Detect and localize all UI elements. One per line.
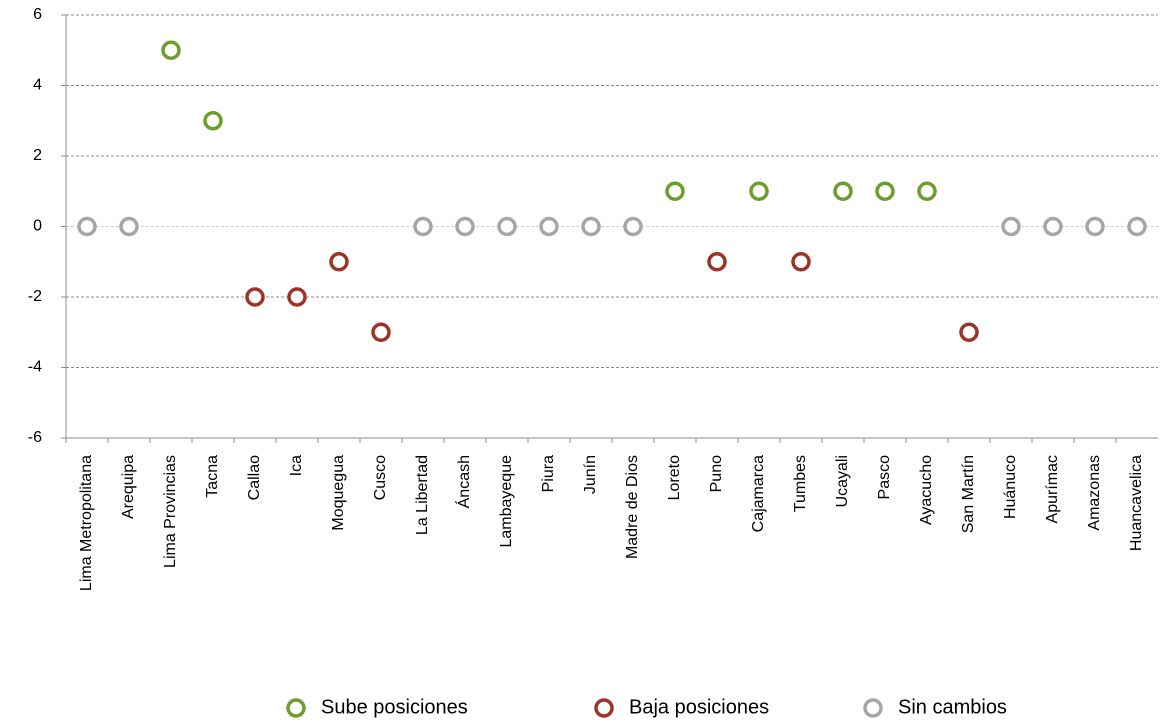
- point: [203, 111, 223, 131]
- point: [623, 216, 643, 237]
- point: [707, 252, 727, 272]
- point: [455, 216, 475, 237]
- x-tick-label: Áncash: [454, 455, 473, 508]
- x-tick-label: Apurímac: [1044, 455, 1061, 523]
- x-tick-label: Piura: [540, 455, 557, 492]
- x-tick-label: Madre de Dios: [624, 455, 641, 559]
- point: [749, 181, 769, 201]
- point: [413, 216, 433, 237]
- point: [875, 181, 895, 201]
- x-tick-label: Callao: [246, 455, 263, 500]
- point: [959, 322, 979, 342]
- point: [119, 216, 139, 237]
- point: [833, 181, 853, 201]
- y-tick-label: 2: [33, 147, 42, 164]
- y-tick-label: 6: [33, 6, 42, 23]
- point: [287, 287, 307, 307]
- legend-label: Baja posiciones: [629, 696, 769, 718]
- point: [371, 322, 391, 342]
- y-tick-label: 0: [33, 218, 42, 235]
- point: [581, 216, 601, 237]
- point: [1085, 216, 1105, 237]
- x-tick-label: Amazonas: [1086, 455, 1103, 531]
- x-tick-label: Tacna: [204, 455, 221, 498]
- point: [539, 216, 559, 237]
- point: [161, 40, 181, 60]
- x-tick-label: Lima Provincias: [162, 455, 179, 568]
- x-tick-label: Huancavelica: [1128, 455, 1145, 551]
- point: [329, 252, 349, 272]
- legend-marker: [594, 698, 614, 718]
- point: [917, 181, 937, 201]
- x-tick-label: La Libertad: [414, 455, 431, 535]
- legend-label: Sube posiciones: [321, 696, 468, 718]
- y-tick-label: -6: [28, 429, 42, 446]
- x-tick-label: Junín: [582, 455, 599, 494]
- x-tick-label: Arequipa: [120, 455, 137, 519]
- x-tick-label: San Martín: [960, 455, 977, 533]
- x-tick-label: Cusco: [372, 455, 389, 500]
- x-tick-label: Tumbes: [792, 455, 809, 512]
- point: [497, 216, 517, 237]
- point: [665, 181, 685, 201]
- x-tick-label: Pasco: [876, 455, 893, 500]
- y-tick-label: -2: [28, 288, 42, 305]
- x-tick-label: Cajamarca: [750, 455, 767, 532]
- x-tick-label: Ayacucho: [918, 455, 935, 525]
- y-tick-label: 4: [33, 77, 42, 94]
- point: [1001, 216, 1021, 237]
- point: [1043, 216, 1063, 237]
- x-tick-label: Ica: [288, 455, 305, 476]
- x-tick-label: Lima Metropolitana: [78, 455, 95, 591]
- point: [791, 252, 811, 272]
- legend-label: Sin cambios: [898, 696, 1007, 718]
- legend-marker: [863, 698, 883, 718]
- x-tick-label: Moquegua: [330, 455, 347, 531]
- point: [245, 287, 265, 307]
- x-tick-label: Loreto: [666, 455, 683, 500]
- x-tick-label: Puno: [708, 455, 725, 492]
- x-tick-label: Ucayali: [834, 455, 851, 507]
- x-tick-label: Lambayeque: [498, 455, 515, 548]
- legend-marker: [286, 698, 306, 718]
- point: [1127, 216, 1147, 237]
- y-tick-label: -4: [28, 359, 42, 376]
- x-tick-label: Huánuco: [1002, 455, 1019, 519]
- point: [77, 216, 97, 237]
